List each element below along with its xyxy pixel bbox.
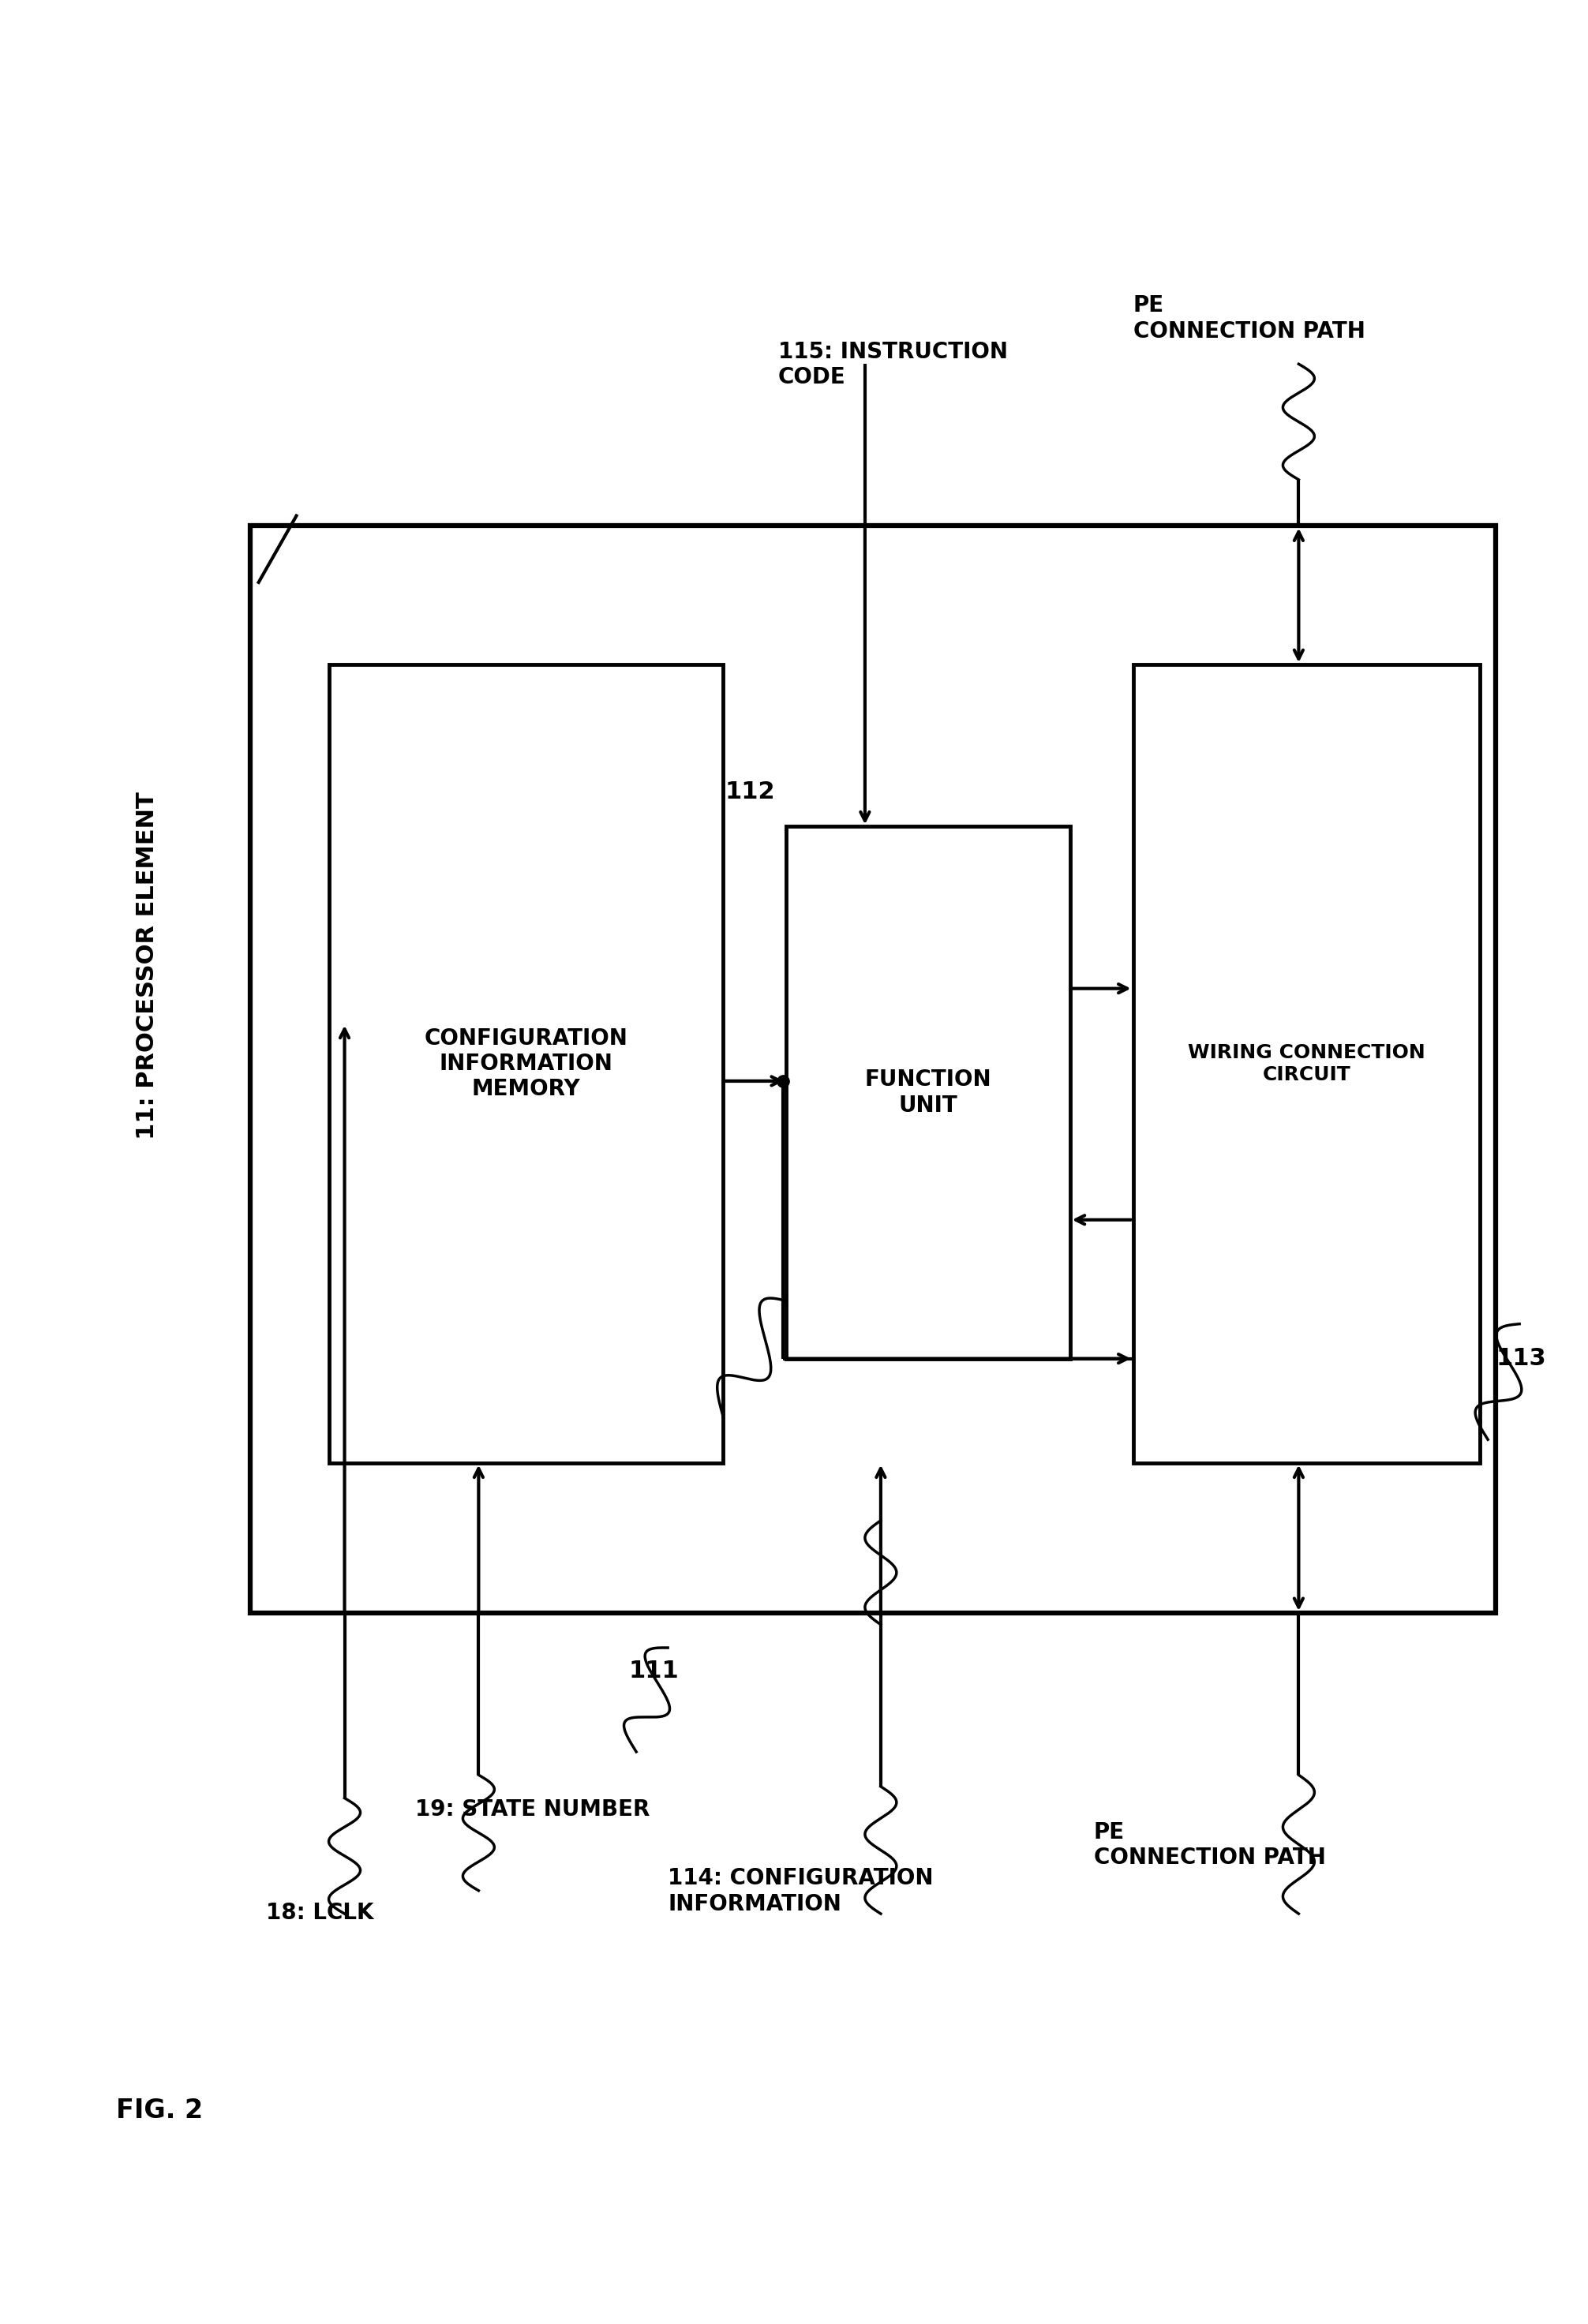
FancyBboxPatch shape [249,525,1496,1613]
Text: 113: 113 [1496,1348,1547,1371]
Text: 115: INSTRUCTION
CODE: 115: INSTRUCTION CODE [778,342,1008,388]
Text: 11: PROCESSOR ELEMENT: 11: PROCESSOR ELEMENT [137,792,159,1139]
Text: 19: STATE NUMBER: 19: STATE NUMBER [416,1799,649,1820]
Text: 112: 112 [724,781,775,804]
Text: 18: LCLK: 18: LCLK [265,1901,373,1924]
Text: WIRING CONNECTION
CIRCUIT: WIRING CONNECTION CIRCUIT [1188,1043,1424,1083]
FancyBboxPatch shape [1134,665,1480,1462]
Text: FIG. 2: FIG. 2 [116,2096,203,2124]
Text: PE
CONNECTION PATH: PE CONNECTION PATH [1134,295,1366,342]
FancyBboxPatch shape [786,827,1070,1360]
Text: 114: CONFIGURATION
INFORMATION: 114: CONFIGURATION INFORMATION [669,1868,934,1915]
Text: PE
CONNECTION PATH: PE CONNECTION PATH [1094,1822,1326,1868]
Text: CONFIGURATION
INFORMATION
MEMORY: CONFIGURATION INFORMATION MEMORY [424,1027,627,1099]
FancyBboxPatch shape [329,665,723,1462]
Text: 111: 111 [629,1659,678,1683]
Text: FUNCTION
UNIT: FUNCTION UNIT [864,1069,991,1116]
